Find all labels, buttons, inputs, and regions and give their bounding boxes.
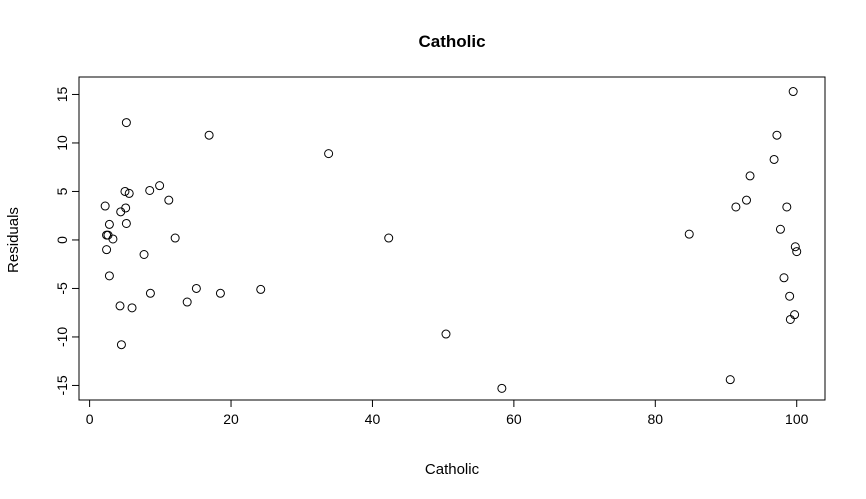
- data-point: [772, 130, 782, 140]
- data-point: [120, 186, 130, 196]
- y-tick-label: -5: [54, 282, 70, 295]
- data-point: [102, 245, 112, 255]
- x-axis-label: Catholic: [425, 461, 480, 478]
- data-point: [100, 201, 110, 211]
- data-point: [684, 229, 694, 239]
- y-tick-label: 5: [54, 187, 70, 195]
- data-point: [204, 130, 214, 140]
- data-point: [745, 171, 755, 181]
- data-point: [139, 250, 149, 260]
- data-point: [121, 218, 131, 228]
- x-tick-label: 60: [506, 411, 522, 427]
- data-point: [788, 87, 798, 97]
- data-point: [742, 195, 752, 205]
- data-point: [164, 195, 174, 205]
- x-tick-label: 40: [365, 411, 381, 427]
- data-point: [324, 149, 334, 159]
- data-point: [769, 154, 779, 164]
- data-point: [182, 297, 192, 307]
- data-point: [790, 242, 800, 252]
- data-point: [108, 234, 118, 244]
- data-point: [116, 340, 126, 350]
- data-point: [256, 284, 266, 294]
- data-point: [104, 271, 114, 281]
- data-point: [384, 233, 394, 243]
- y-axis: -15 -10 -5 0 5 10 15: [54, 86, 80, 396]
- data-point: [124, 188, 134, 198]
- x-tick-label: 80: [648, 411, 664, 427]
- data-point: [725, 375, 735, 385]
- data-point: [785, 291, 795, 301]
- data-points: [100, 87, 802, 393]
- data-point: [145, 288, 155, 298]
- plot-frame: [78, 76, 826, 401]
- y-tick-label: -15: [54, 375, 70, 395]
- y-tick-label: 15: [54, 86, 70, 102]
- y-axis-label: Residuals: [5, 207, 22, 273]
- data-point: [121, 203, 131, 213]
- data-point: [170, 233, 180, 243]
- data-point: [785, 314, 795, 324]
- data-point: [121, 118, 131, 128]
- data-point: [127, 303, 137, 313]
- data-point: [191, 283, 201, 293]
- data-point: [731, 202, 741, 212]
- x-tick-label: 0: [86, 411, 94, 427]
- data-point: [215, 288, 225, 298]
- data-point: [145, 185, 155, 195]
- x-tick-label: 100: [785, 411, 809, 427]
- data-point: [782, 202, 792, 212]
- data-point: [441, 329, 451, 339]
- y-tick-label: -10: [54, 327, 70, 347]
- x-tick-label: 20: [223, 411, 239, 427]
- data-point: [775, 224, 785, 234]
- data-point: [792, 247, 802, 257]
- data-point: [790, 310, 800, 320]
- data-point: [155, 181, 165, 191]
- data-point: [104, 219, 114, 229]
- data-point: [779, 273, 789, 283]
- x-axis: 0 20 40 60 80 100: [86, 399, 809, 427]
- data-point: [497, 383, 507, 393]
- data-point: [115, 301, 125, 311]
- y-tick-label: 10: [54, 135, 70, 151]
- chart-title: Catholic: [418, 32, 485, 51]
- y-tick-label: 0: [54, 236, 70, 244]
